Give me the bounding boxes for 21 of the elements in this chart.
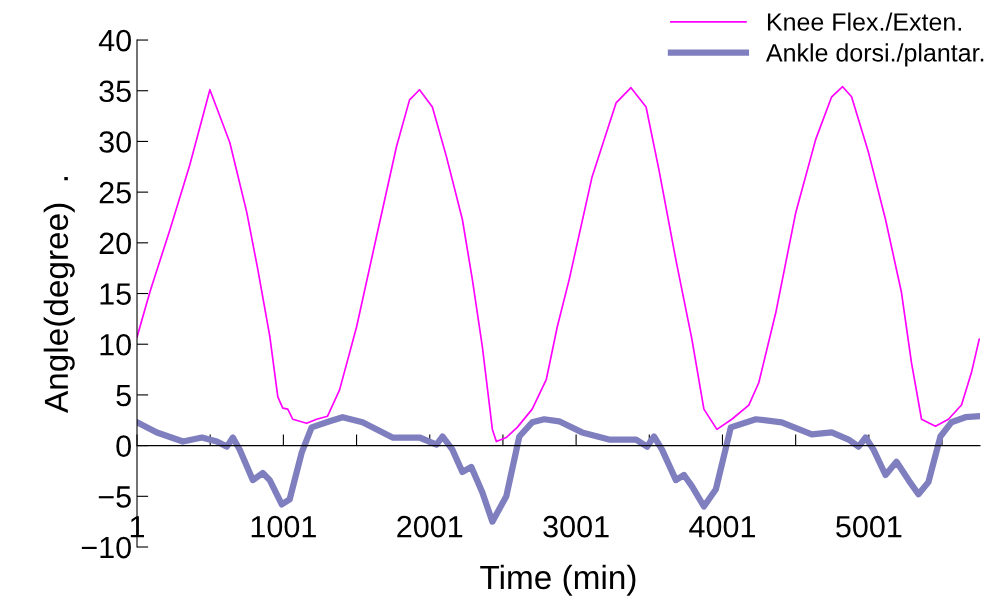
y-tick-label: 0 (116, 435, 131, 457)
x-tick-label: 3001 (543, 515, 609, 538)
x-tick-label: 1001 (251, 515, 316, 538)
x-axis-title: Time (min) (480, 564, 636, 596)
y-tick-label: 40 (98, 29, 131, 52)
y-tick-label: 20 (99, 232, 131, 255)
y-tick-label: −5 (98, 486, 131, 508)
legend-label: Ankle dorsi./plantar. (765, 43, 984, 67)
y-tick-label: 30 (99, 131, 131, 153)
y-tick-label: 5 (116, 384, 131, 407)
line-series (137, 85, 980, 443)
y-tick-label: 10 (100, 333, 131, 356)
x-tick-label: 2001 (397, 515, 463, 538)
y-tick-label: 35 (99, 80, 131, 103)
y-tick-label: 25 (99, 181, 131, 204)
x-tick-label: 5001 (836, 515, 902, 538)
y-tick-label: 15 (100, 283, 131, 305)
legend-label: Knee Flex./Exten. (767, 12, 961, 31)
y-axis-title: Angle(degree) . (43, 177, 75, 413)
x-tick-label: 4001 (689, 515, 755, 538)
y-tick-label: −10 (81, 536, 131, 559)
